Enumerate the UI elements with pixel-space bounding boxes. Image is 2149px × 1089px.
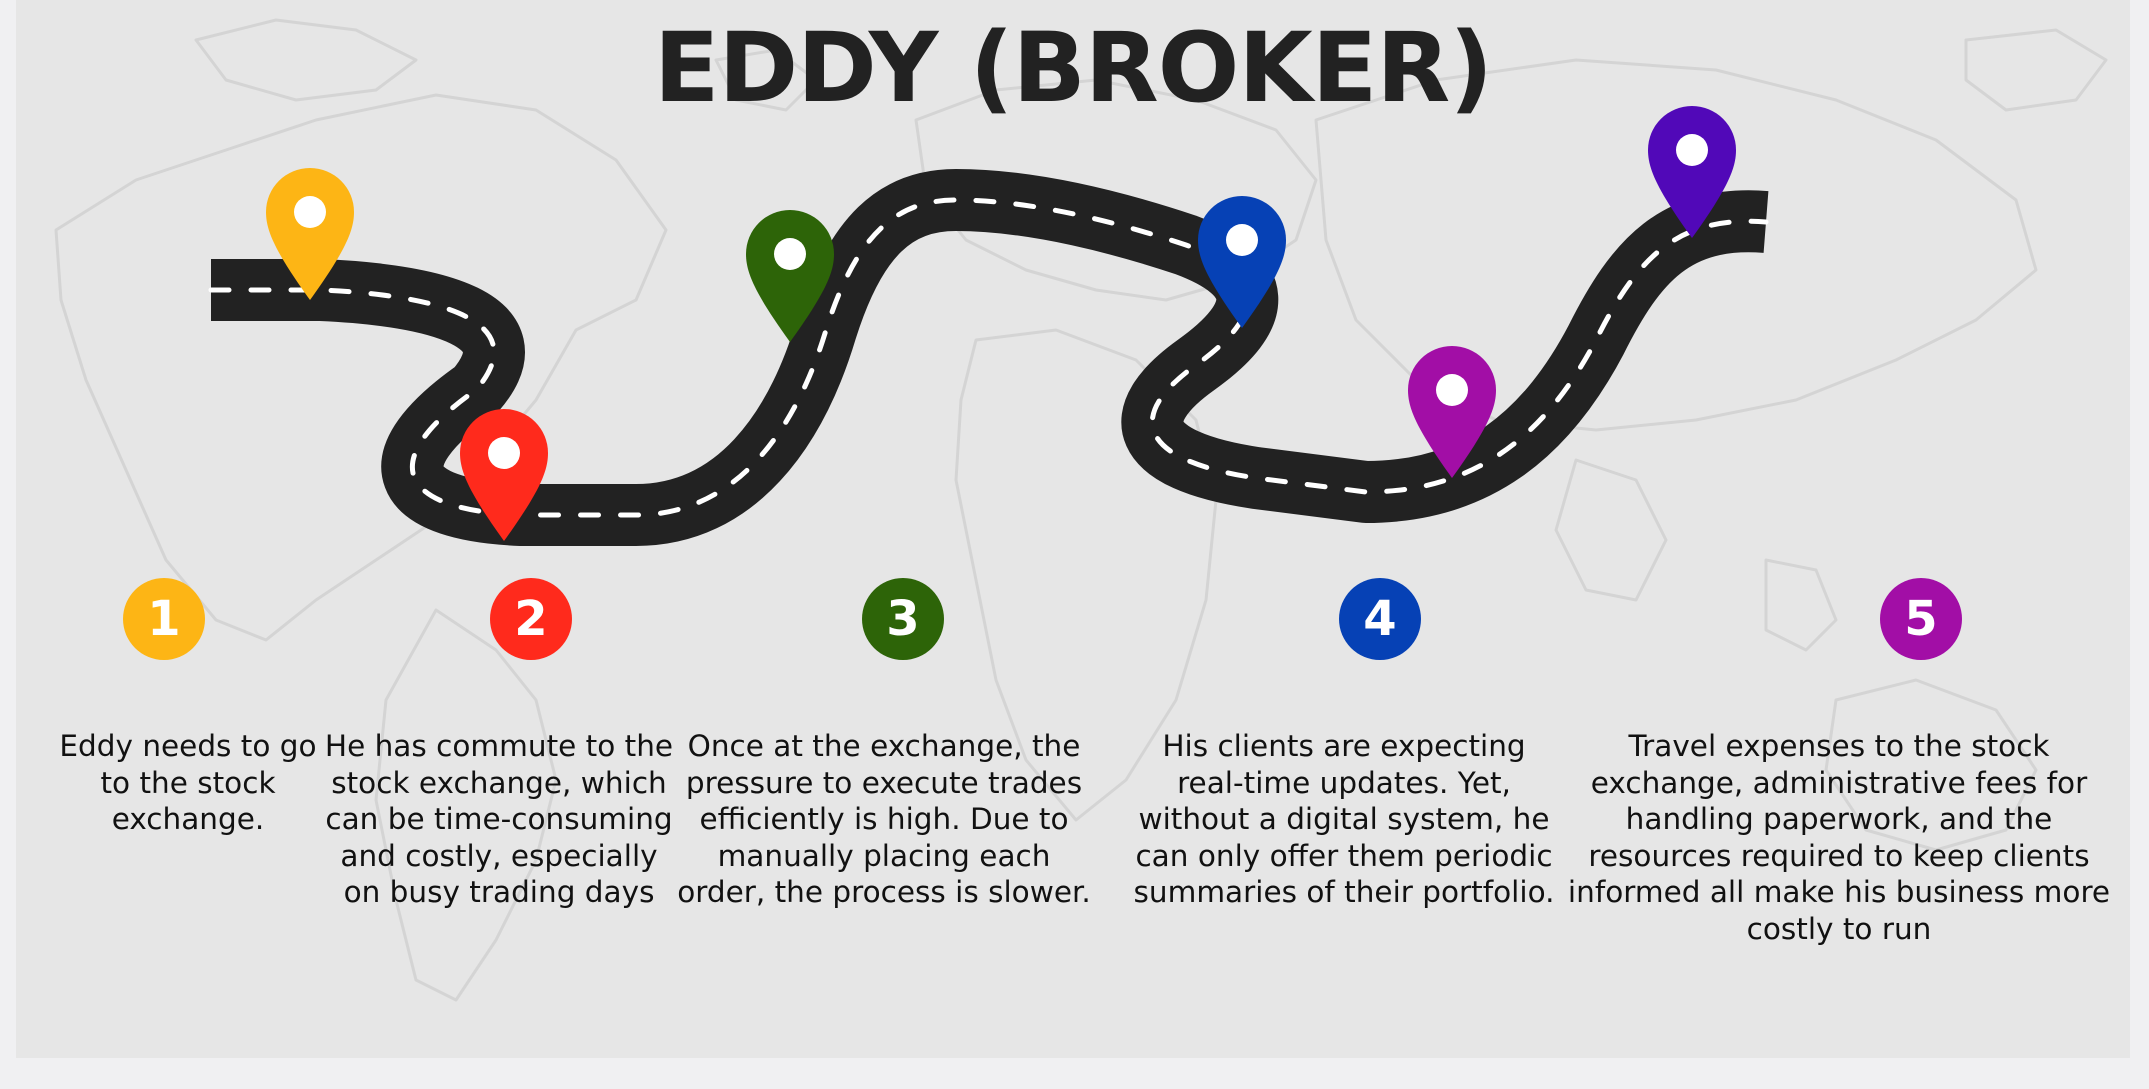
description-line: on busy trading days bbox=[343, 875, 655, 909]
winding-road bbox=[208, 169, 1769, 546]
map-pin-icon bbox=[266, 168, 354, 300]
step-1-description: Eddy needs to go to the stock exchange. bbox=[46, 728, 330, 838]
description-line: handling paperwork, and the bbox=[1625, 802, 2053, 836]
step-number-badge: 5 bbox=[1880, 578, 1962, 660]
description-line: His clients are expecting bbox=[1162, 729, 1526, 763]
description-line: efficiently is high. Due to bbox=[699, 802, 1069, 836]
description-line: informed all make his business more bbox=[1567, 875, 2111, 909]
description-line: costly to run bbox=[1746, 911, 1932, 946]
map-pin-icon bbox=[746, 210, 834, 342]
description-line: summaries of their portfolio. bbox=[1133, 875, 1555, 909]
description-line: exchange, administrative fees for bbox=[1590, 765, 2088, 800]
description-line: Eddy needs to go bbox=[59, 729, 317, 763]
description-line: resources required to keep clients bbox=[1588, 838, 2090, 873]
description-line: Once at the exchange, the bbox=[687, 729, 1081, 763]
description-line: can be time-consuming bbox=[325, 802, 673, 836]
description-line: can only offer them periodic bbox=[1135, 838, 1553, 873]
description-line: He has commute to the bbox=[324, 729, 674, 763]
journey-slide: EDDY (BROKER) 1 2 3 4 5 Eddy needs to go… bbox=[16, 0, 2130, 1058]
description-line: real-time updates. Yet, bbox=[1177, 765, 1511, 800]
description-line: to the stock bbox=[100, 765, 276, 800]
map-pin-icon bbox=[1408, 346, 1496, 478]
description-line: and costly, especially bbox=[340, 838, 658, 873]
road-diagram bbox=[208, 106, 1769, 546]
step-number-badge: 3 bbox=[862, 578, 944, 660]
step-4-description: His clients are expecting real-time upda… bbox=[1124, 728, 1564, 911]
step-2-description: He has commute to the stock exchange, wh… bbox=[322, 728, 676, 911]
description-line: order, the process is slower. bbox=[677, 875, 1091, 909]
step-number-badge: 2 bbox=[490, 578, 572, 660]
page-title: EDDY (BROKER) bbox=[653, 12, 1493, 124]
map-pin-icon bbox=[1648, 106, 1736, 238]
description-line: stock exchange, which bbox=[331, 765, 667, 800]
map-pin-icon bbox=[1198, 196, 1286, 328]
description-line: Travel expenses to the stock bbox=[1628, 729, 2050, 763]
step-number-badge: 4 bbox=[1339, 578, 1421, 660]
step-3-description: Once at the exchange, the pressure to ex… bbox=[674, 728, 1094, 911]
step-number-badge: 1 bbox=[123, 578, 205, 660]
description-line: manually placing each bbox=[717, 838, 1051, 873]
map-pin-icon bbox=[460, 409, 548, 541]
description-line: pressure to execute trades bbox=[685, 765, 1083, 800]
step-5-description: Travel expenses to the stock exchange, a… bbox=[1562, 728, 2116, 947]
description-line: without a digital system, he bbox=[1138, 802, 1550, 836]
description-line: exchange. bbox=[111, 802, 265, 836]
